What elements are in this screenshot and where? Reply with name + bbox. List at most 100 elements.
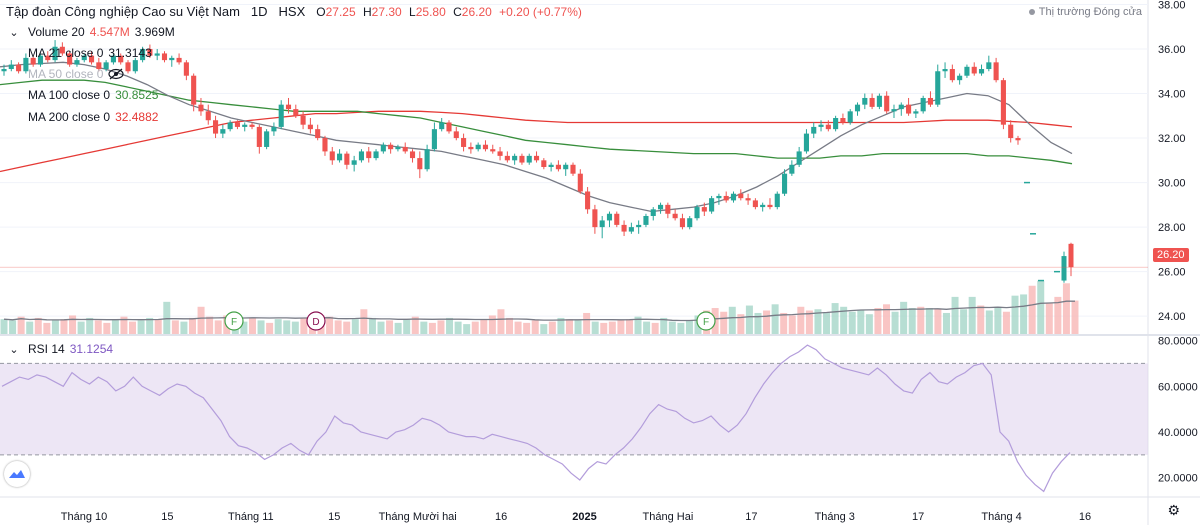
volume-bar xyxy=(480,319,488,334)
volume-bar xyxy=(557,317,565,334)
candle xyxy=(402,146,408,152)
volume-bar xyxy=(257,320,265,334)
candle xyxy=(920,97,926,112)
candle xyxy=(723,195,729,201)
candle xyxy=(585,191,591,210)
tradingview-logo-icon[interactable] xyxy=(4,461,30,487)
symbol-interval: 1D xyxy=(250,4,268,19)
volume-bar xyxy=(403,319,411,334)
candle xyxy=(264,131,270,147)
ma21-legend[interactable]: MA 21 close 0 31.3143 xyxy=(28,46,152,60)
volume-bar xyxy=(120,316,128,334)
collapse-legend-button[interactable]: ⌄ xyxy=(9,26,19,39)
volume-bar xyxy=(334,320,342,334)
candle xyxy=(482,144,489,150)
candle xyxy=(665,204,671,214)
volume-bar xyxy=(300,317,308,334)
candle xyxy=(468,146,474,150)
ma50-legend[interactable]: MA 50 close 0 xyxy=(28,67,124,81)
candle xyxy=(154,53,160,56)
rsi-band xyxy=(0,363,1148,455)
candle xyxy=(358,151,365,161)
time-tick-label: 15 xyxy=(161,511,173,523)
time-tick-label: Tháng 10 xyxy=(61,511,107,523)
volume-bar xyxy=(677,322,685,334)
low-value: 25.80 xyxy=(415,4,446,19)
volume-bar xyxy=(874,308,882,334)
candle xyxy=(37,55,44,65)
candle xyxy=(687,218,693,228)
collapse-rsi-button[interactable]: ⌄ xyxy=(9,343,19,356)
candle xyxy=(351,160,357,165)
symbol-title: Tập đoàn Công nghiệp Cao su Việt Nam xyxy=(6,4,240,19)
candle xyxy=(380,144,386,152)
volume-bar xyxy=(163,301,171,334)
volume-bar xyxy=(565,319,573,334)
candle xyxy=(475,144,481,150)
candle xyxy=(417,158,423,170)
volume-bar xyxy=(360,309,368,334)
ohlc-values: O27.25 H27.30 L25.80 C26.20 +0.20 (+0.77… xyxy=(316,5,582,19)
volume-bar xyxy=(608,321,616,334)
candle xyxy=(818,124,824,127)
volume-bar xyxy=(1045,303,1053,334)
event-marker-circle xyxy=(224,311,244,331)
candle xyxy=(796,151,802,165)
candle xyxy=(271,126,277,132)
volume-bar xyxy=(437,320,445,334)
candle xyxy=(213,120,219,134)
time-tick-label: Tháng Hai xyxy=(643,511,694,523)
volume-bar xyxy=(617,320,625,334)
ma200-legend[interactable]: MA 200 close 0 32.4882 xyxy=(28,110,158,124)
candle xyxy=(643,215,649,225)
candle xyxy=(891,109,897,112)
candle xyxy=(760,204,766,208)
volume-bar xyxy=(1020,294,1028,334)
volume-bar xyxy=(60,319,68,334)
candle xyxy=(191,75,197,105)
ma100-line xyxy=(0,79,1073,165)
candle xyxy=(701,207,707,212)
volume-bar xyxy=(386,320,394,334)
settings-gear-icon[interactable]: ⚙ xyxy=(1167,502,1180,518)
candle xyxy=(52,46,58,61)
ma50-legend-name: MA 50 close 0 xyxy=(28,67,104,81)
volume-bar xyxy=(43,322,51,334)
volume-bar xyxy=(154,319,162,334)
volume-bar xyxy=(497,309,505,334)
volume-bar xyxy=(51,320,59,334)
candle xyxy=(745,198,751,201)
volume-bar xyxy=(1037,280,1045,334)
candle xyxy=(220,129,226,134)
ma21-legend-value: 31.3143 xyxy=(108,46,152,60)
volume-bar xyxy=(214,320,222,334)
rsi-legend[interactable]: RSI 14 31.1254 xyxy=(28,342,113,356)
volume-bar xyxy=(523,322,531,334)
candle xyxy=(825,124,831,130)
candle xyxy=(636,224,642,228)
eye-hidden-icon[interactable] xyxy=(108,68,124,80)
volume-bar xyxy=(420,321,428,334)
volume-bar xyxy=(728,306,736,334)
ma100-legend[interactable]: MA 100 close 0 30.8525 xyxy=(28,88,158,102)
volume-bar xyxy=(454,321,462,334)
candle xyxy=(307,124,313,130)
volume-legend[interactable]: Volume 20 4.547M 3.969M xyxy=(28,25,175,39)
candle xyxy=(227,122,233,130)
candle xyxy=(373,151,379,159)
candle xyxy=(833,118,839,130)
volume-bar xyxy=(643,321,651,334)
candle xyxy=(300,115,306,125)
candle xyxy=(147,48,153,56)
volume-bar xyxy=(411,316,419,334)
volume-bar xyxy=(326,316,334,334)
event-marker-label: F xyxy=(231,317,237,328)
candle xyxy=(898,104,904,110)
symbol-legend[interactable]: Tập đoàn Công nghiệp Cao su Việt Nam 1D … xyxy=(6,4,582,19)
candle xyxy=(876,95,882,107)
volume-bar xyxy=(1002,311,1010,334)
time-tick-label: Tháng 4 xyxy=(981,511,1021,523)
volume-bar xyxy=(685,320,693,334)
volume-bar xyxy=(600,322,608,334)
